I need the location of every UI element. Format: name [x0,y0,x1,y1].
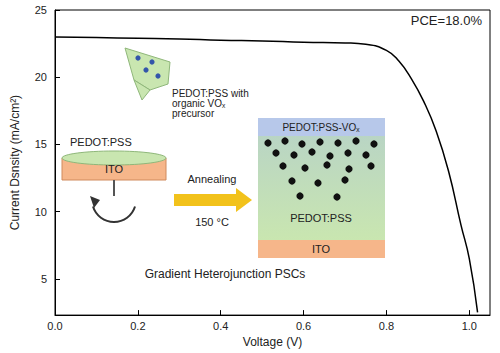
svg-text:PEDOT:PSS: PEDOT:PSS [70,136,132,148]
svg-text:PCE=18.0%: PCE=18.0% [411,13,483,28]
svg-text:0.8: 0.8 [379,320,394,332]
svg-text:Voltage (V): Voltage (V) [243,335,302,349]
svg-text:PEDOT:PSS with: PEDOT:PSS with [172,87,252,99]
svg-text:5: 5 [41,273,47,285]
svg-text:0.2: 0.2 [130,320,145,332]
svg-text:25: 25 [35,4,47,16]
svg-text:20: 20 [35,71,47,83]
svg-text:Gradient Heterojunction PSCs: Gradient Heterojunction PSCs [145,267,306,281]
svg-text:organic VOₓ: organic VOₓ [172,97,229,109]
svg-text:PEDOT:PSS-VOₓ: PEDOT:PSS-VOₓ [282,122,360,133]
svg-text:ITO: ITO [312,243,331,255]
svg-text:15: 15 [35,138,47,150]
svg-text:0.4: 0.4 [213,320,228,332]
svg-text:Annealing: Annealing [188,173,237,185]
svg-text:0.0: 0.0 [47,320,62,332]
svg-text:precursor: precursor [172,108,215,119]
svg-text:Current Dsnsity (mA/cm²): Current Dsnsity (mA/cm²) [8,95,22,230]
svg-text:10: 10 [35,206,47,218]
svg-text:150 °C: 150 °C [195,216,229,228]
svg-text:0.6: 0.6 [296,320,311,332]
svg-text:ITO: ITO [105,163,124,175]
svg-text:PEDOT:PSS: PEDOT:PSS [290,212,352,224]
svg-text:1.0: 1.0 [462,320,477,332]
